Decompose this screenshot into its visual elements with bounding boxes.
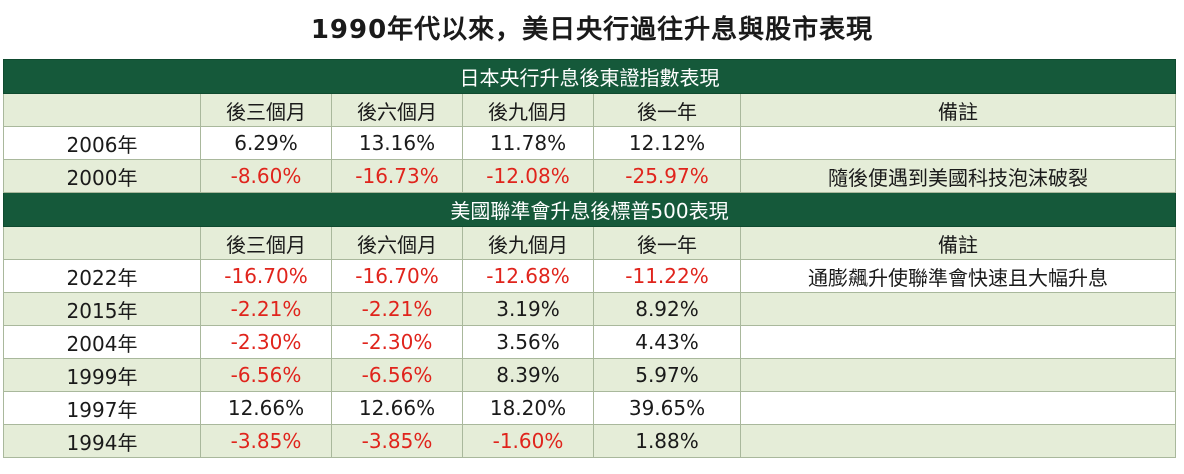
return-cell: 5.97% <box>593 358 741 392</box>
section-header: 日本央行升息後東證指數表現 <box>3 59 1176 94</box>
section-header-row: 美國聯準會升息後標普500表現 <box>3 192 1176 227</box>
return-cell: 3.19% <box>462 292 594 326</box>
note-cell: 通膨飆升使聯準會快速且大幅升息 <box>740 259 1176 293</box>
return-cell: -25.97% <box>593 159 741 193</box>
table-row: 2022年 -16.70% -16.70% -12.68% -11.22% 通膨飆升使聯準… <box>3 259 1176 293</box>
column-header: 備註 <box>740 226 1176 260</box>
column-header <box>3 93 201 127</box>
year-cell: 2015年 <box>3 292 201 326</box>
return-cell: 12.66% <box>200 391 332 425</box>
return-cell: -6.56% <box>331 358 463 392</box>
page-title: 1990年代以來，美日央行過往升息與股市表現 <box>310 15 874 45</box>
return-cell: 6.29% <box>200 126 332 160</box>
table-row: 2006年 6.29% 13.16% 11.78% 12.12% <box>3 126 1176 160</box>
table-row: 1997年 12.66% 12.66% 18.20% 39.65% <box>3 391 1176 425</box>
return-cell: 1.88% <box>593 424 741 458</box>
return-cell: -6.56% <box>200 358 332 392</box>
return-cell: -16.73% <box>331 159 463 193</box>
note-cell <box>740 292 1176 326</box>
note-cell: 隨後便遇到美國科技泡沫破裂 <box>740 159 1176 193</box>
year-cell: 2000年 <box>3 159 201 193</box>
return-cell: -12.08% <box>462 159 594 193</box>
return-cell: 39.65% <box>593 391 741 425</box>
section-header-row: 日本央行升息後東證指數表現 <box>3 59 1176 94</box>
return-cell: -2.21% <box>200 292 332 326</box>
return-cell: -16.70% <box>200 259 332 293</box>
return-cell: 3.56% <box>462 325 594 359</box>
table-row: 2004年 -2.30% -2.30% 3.56% 4.43% <box>3 325 1176 359</box>
return-cell: 18.20% <box>462 391 594 425</box>
year-cell: 1997年 <box>3 391 201 425</box>
column-header: 後一年 <box>593 226 741 260</box>
table-row: 2000年 -8.60% -16.73% -12.08% -25.97% 隨後便遇到美國科… <box>3 159 1176 193</box>
return-cell: 12.12% <box>593 126 741 160</box>
return-cell: -3.85% <box>331 424 463 458</box>
return-cell: 11.78% <box>462 126 594 160</box>
column-header: 備註 <box>740 93 1176 127</box>
year-cell: 1994年 <box>3 424 201 458</box>
column-header: 後六個月 <box>331 93 463 127</box>
column-header <box>3 226 201 260</box>
return-cell: 8.39% <box>462 358 594 392</box>
return-cell: -8.60% <box>200 159 332 193</box>
column-header: 後九個月 <box>462 226 594 260</box>
column-header: 後三個月 <box>200 93 332 127</box>
return-cell: -2.30% <box>331 325 463 359</box>
column-header: 後一年 <box>593 93 741 127</box>
return-cell: 8.92% <box>593 292 741 326</box>
column-header: 後九個月 <box>462 93 594 127</box>
return-cell: -3.85% <box>200 424 332 458</box>
column-header-row: 後三個月 後六個月 後九個月 後一年 備註 <box>3 226 1176 260</box>
column-header: 後三個月 <box>200 226 332 260</box>
return-cell: -16.70% <box>331 259 463 293</box>
note-cell <box>740 424 1176 458</box>
return-cell: 13.16% <box>331 126 463 160</box>
return-cell: 12.66% <box>331 391 463 425</box>
column-header: 後六個月 <box>331 226 463 260</box>
year-cell: 1999年 <box>3 358 201 392</box>
return-cell: 4.43% <box>593 325 741 359</box>
return-cell: -2.21% <box>331 292 463 326</box>
note-cell <box>740 126 1176 160</box>
return-cell: -11.22% <box>593 259 741 293</box>
return-cell: -1.60% <box>462 424 594 458</box>
column-header-row: 後三個月 後六個月 後九個月 後一年 備註 <box>3 93 1176 127</box>
note-cell <box>740 325 1176 359</box>
table-row: 1994年 -3.85% -3.85% -1.60% 1.88% <box>3 424 1176 458</box>
rate-hike-table: 日本央行升息後東證指數表現 後三個月 後六個月 後九個月 後一年 備註 2006年 6.29%… <box>3 59 1176 458</box>
note-cell <box>740 391 1176 425</box>
return-cell: -12.68% <box>462 259 594 293</box>
table-row: 2015年 -2.21% -2.21% 3.19% 8.92% <box>3 292 1176 326</box>
section-header: 美國聯準會升息後標普500表現 <box>3 192 1176 227</box>
year-cell: 2022年 <box>3 259 201 293</box>
year-cell: 2006年 <box>3 126 201 160</box>
note-cell <box>740 358 1176 392</box>
year-cell: 2004年 <box>3 325 201 359</box>
return-cell: -2.30% <box>200 325 332 359</box>
table-row: 1999年 -6.56% -6.56% 8.39% 5.97% <box>3 358 1176 392</box>
